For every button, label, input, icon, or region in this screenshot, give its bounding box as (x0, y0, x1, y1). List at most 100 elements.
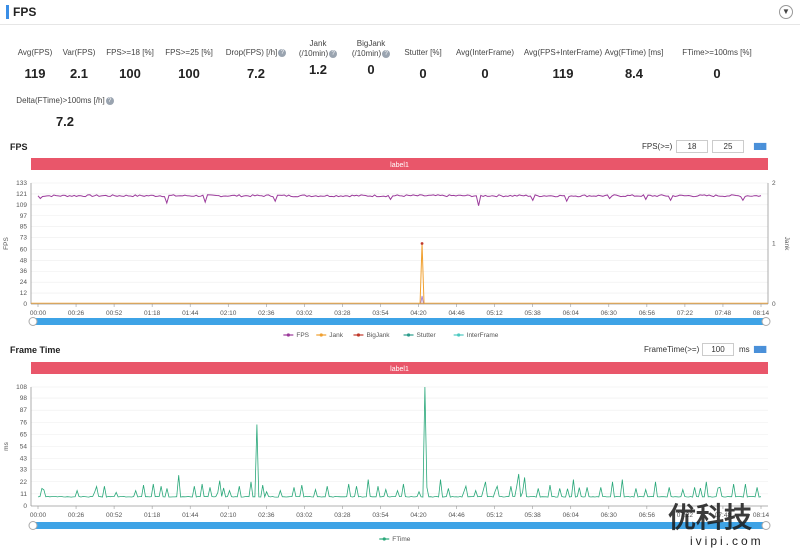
frametime-chart-title: Frame Time (10, 345, 61, 355)
fps-series-line (37, 194, 762, 206)
y-tick-label: 97 (20, 213, 28, 220)
stat-0: Avg(FPS) 119 (0, 48, 85, 81)
y-tick-label: 12 (20, 290, 28, 297)
x-tick-label: 00:52 (106, 310, 123, 317)
fps-chart-menu-icon[interactable]: ▆▆ (754, 141, 767, 150)
y-tick-label: 43 (20, 456, 28, 463)
y-tick-label: 76 (20, 419, 28, 426)
zoom-slider-handle-right (761, 521, 771, 530)
x-tick-label: 06:04 (563, 310, 580, 317)
x-tick-label: 02:10 (220, 512, 237, 519)
x-tick-label: 03:02 (296, 310, 313, 317)
y-tick-label: 33 (20, 467, 28, 474)
y-tick-label: 11 (20, 491, 27, 498)
x-tick-label: 05:12 (486, 310, 503, 317)
stat-3: FPS>=25 [%] 100 (139, 48, 239, 81)
x-tick-label: 05:12 (486, 512, 503, 519)
fps-chart-title: FPS (10, 142, 28, 152)
help-icon[interactable]: ? (329, 49, 338, 58)
stat-value: 8.4 (624, 66, 644, 81)
chart-banner (31, 362, 768, 374)
x-tick-label: 02:36 (258, 512, 275, 519)
x-tick-label: 03:28 (334, 512, 351, 519)
stat-10: Avg(FTime) [ms] 8.4 (584, 48, 684, 81)
help-icon[interactable]: ? (105, 96, 114, 105)
y2-tick-label: 2 (772, 180, 776, 187)
stat-label: Avg(InterFrame) (455, 48, 515, 57)
chart-banner (31, 158, 768, 170)
section-title: FPS (13, 5, 37, 19)
x-tick-label: 04:20 (410, 512, 427, 519)
x-tick-label: 00:52 (106, 512, 123, 519)
chart-banner-label: label1 (390, 366, 409, 373)
header-accent-bar (6, 5, 9, 19)
stat-label: FPS>=25 [%] (165, 48, 213, 57)
x-tick-label: 00:26 (68, 512, 85, 519)
zoom-slider-handle-right (761, 317, 771, 326)
x-tick-label: 04:20 (410, 310, 427, 317)
help-icon[interactable]: ? (382, 49, 391, 58)
fps-threshold-input-2[interactable]: 25 (712, 140, 744, 153)
legend-item: FPS (296, 332, 309, 339)
stat-value: 2.1 (69, 66, 89, 81)
x-tick-label: 01:18 (144, 512, 161, 519)
x-tick-label: 05:38 (525, 310, 542, 317)
stat-label: Stutter [%] (404, 48, 442, 57)
y2-axis-label: Jank (783, 237, 790, 251)
y-tick-label: 87 (20, 407, 28, 414)
x-tick-label: 02:10 (220, 310, 237, 317)
fps-threshold-input-1[interactable]: 18 (676, 140, 708, 153)
frametime-threshold-input[interactable]: 100 (702, 343, 734, 356)
y-tick-label: 121 (16, 191, 27, 198)
chart-banner-label: label1 (390, 162, 409, 169)
x-tick-label: 04:46 (448, 310, 465, 317)
help-icon[interactable]: ? (278, 48, 287, 57)
legend-marker (406, 333, 411, 337)
legend-marker (457, 333, 461, 337)
x-tick-label: 06:56 (639, 310, 656, 317)
stat-12: Delta(FTime)>100ms [/h]? 7.2 (15, 96, 115, 129)
legend-item: BigJank (366, 332, 390, 339)
y-tick-label: 0 (23, 301, 27, 308)
y-tick-label: 54 (20, 444, 28, 451)
jank-series-line (419, 243, 425, 305)
collapse-chevron-icon[interactable]: ▼ (779, 5, 793, 19)
y-tick-label: 109 (16, 202, 27, 209)
stat-label: Avg(FPS) (17, 48, 53, 57)
stat-label: BigJank (/10min)? (321, 39, 421, 59)
frametime-chart: label1 0 11 22 33 43 54 65 76 87 98 108 ms 00:00 00:26… (3, 362, 771, 543)
stat-value: 7.2 (246, 66, 266, 81)
stat-label: FTime>=100ms [%] (682, 48, 752, 57)
frametime-chart-menu-icon[interactable]: ▆▆ (754, 344, 767, 353)
x-tick-label: 05:38 (525, 512, 542, 519)
stat-6: BigJank (/10min)? 0 (321, 39, 421, 77)
x-tick-label: 03:54 (372, 512, 389, 519)
x-tick-label: 08:14 (753, 310, 770, 317)
stat-label: Delta(FTime)>100ms [/h]? (15, 96, 115, 106)
y-axis-label: FPS (3, 237, 10, 250)
stat-9: Avg(FPS+InterFrame) 119 (513, 48, 613, 81)
stat-11: FTime>=100ms [%] 0 (667, 48, 767, 81)
x-tick-label: 07:48 (715, 512, 732, 519)
stat-label: Avg(FTime) [ms] (604, 48, 664, 57)
y2-tick-label: 0 (772, 301, 776, 308)
frametime-unit: ms (739, 345, 750, 354)
stat-5: Jank (/10min)? 1.2 (268, 39, 368, 77)
legend-marker (286, 333, 290, 337)
stat-value: 0 (481, 66, 489, 81)
x-tick-label: 06:56 (639, 512, 656, 519)
x-tick-label: 07:22 (677, 310, 694, 317)
legend-marker (382, 537, 386, 541)
y-tick-label: 85 (20, 224, 28, 231)
stat-7: Stutter [%] 0 (373, 48, 473, 81)
y-tick-label: 98 (20, 395, 28, 402)
stat-label: Var(FPS) (62, 48, 96, 57)
section-header: FPS ▼ (0, 0, 800, 25)
x-tick-label: 03:28 (334, 310, 351, 317)
y-tick-label: 133 (16, 180, 27, 187)
x-tick-label: 04:46 (448, 512, 465, 519)
stat-2: FPS>=18 [%] 100 (80, 48, 180, 81)
legend-item: Jank (329, 332, 343, 339)
x-tick-label: 06:30 (601, 512, 618, 519)
stutter-series-line (420, 295, 424, 305)
